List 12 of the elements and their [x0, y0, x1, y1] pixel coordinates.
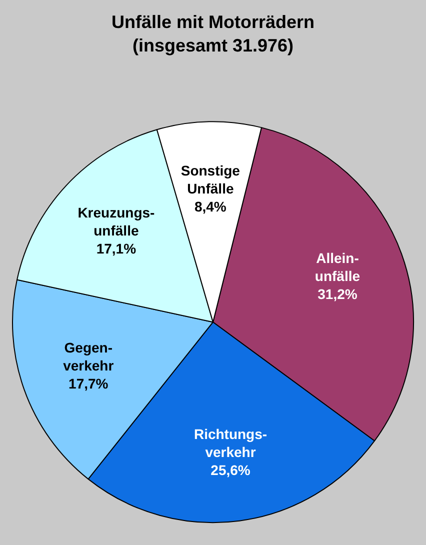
slice-label: Richtungs-verkehr: [194, 426, 268, 460]
data-label: 17,7%: [68, 375, 109, 392]
data-label: 17,1%: [96, 240, 137, 257]
slice-label: Kreuzungs-unfälle: [78, 204, 156, 239]
chart-subtitle: (insgesamt 31.976): [132, 35, 294, 56]
data-label: 31,2%: [318, 286, 358, 302]
slice-label: Gegen-verkehr: [63, 339, 114, 374]
data-label: 8,4%: [194, 198, 227, 215]
data-label: 25,6%: [210, 462, 251, 478]
chart-title: Unfälle mit Motorrädern: [111, 12, 315, 32]
slice-label: Allein-unfälle: [314, 250, 360, 284]
slice-label: Sonstige Unfälle: [180, 162, 240, 197]
